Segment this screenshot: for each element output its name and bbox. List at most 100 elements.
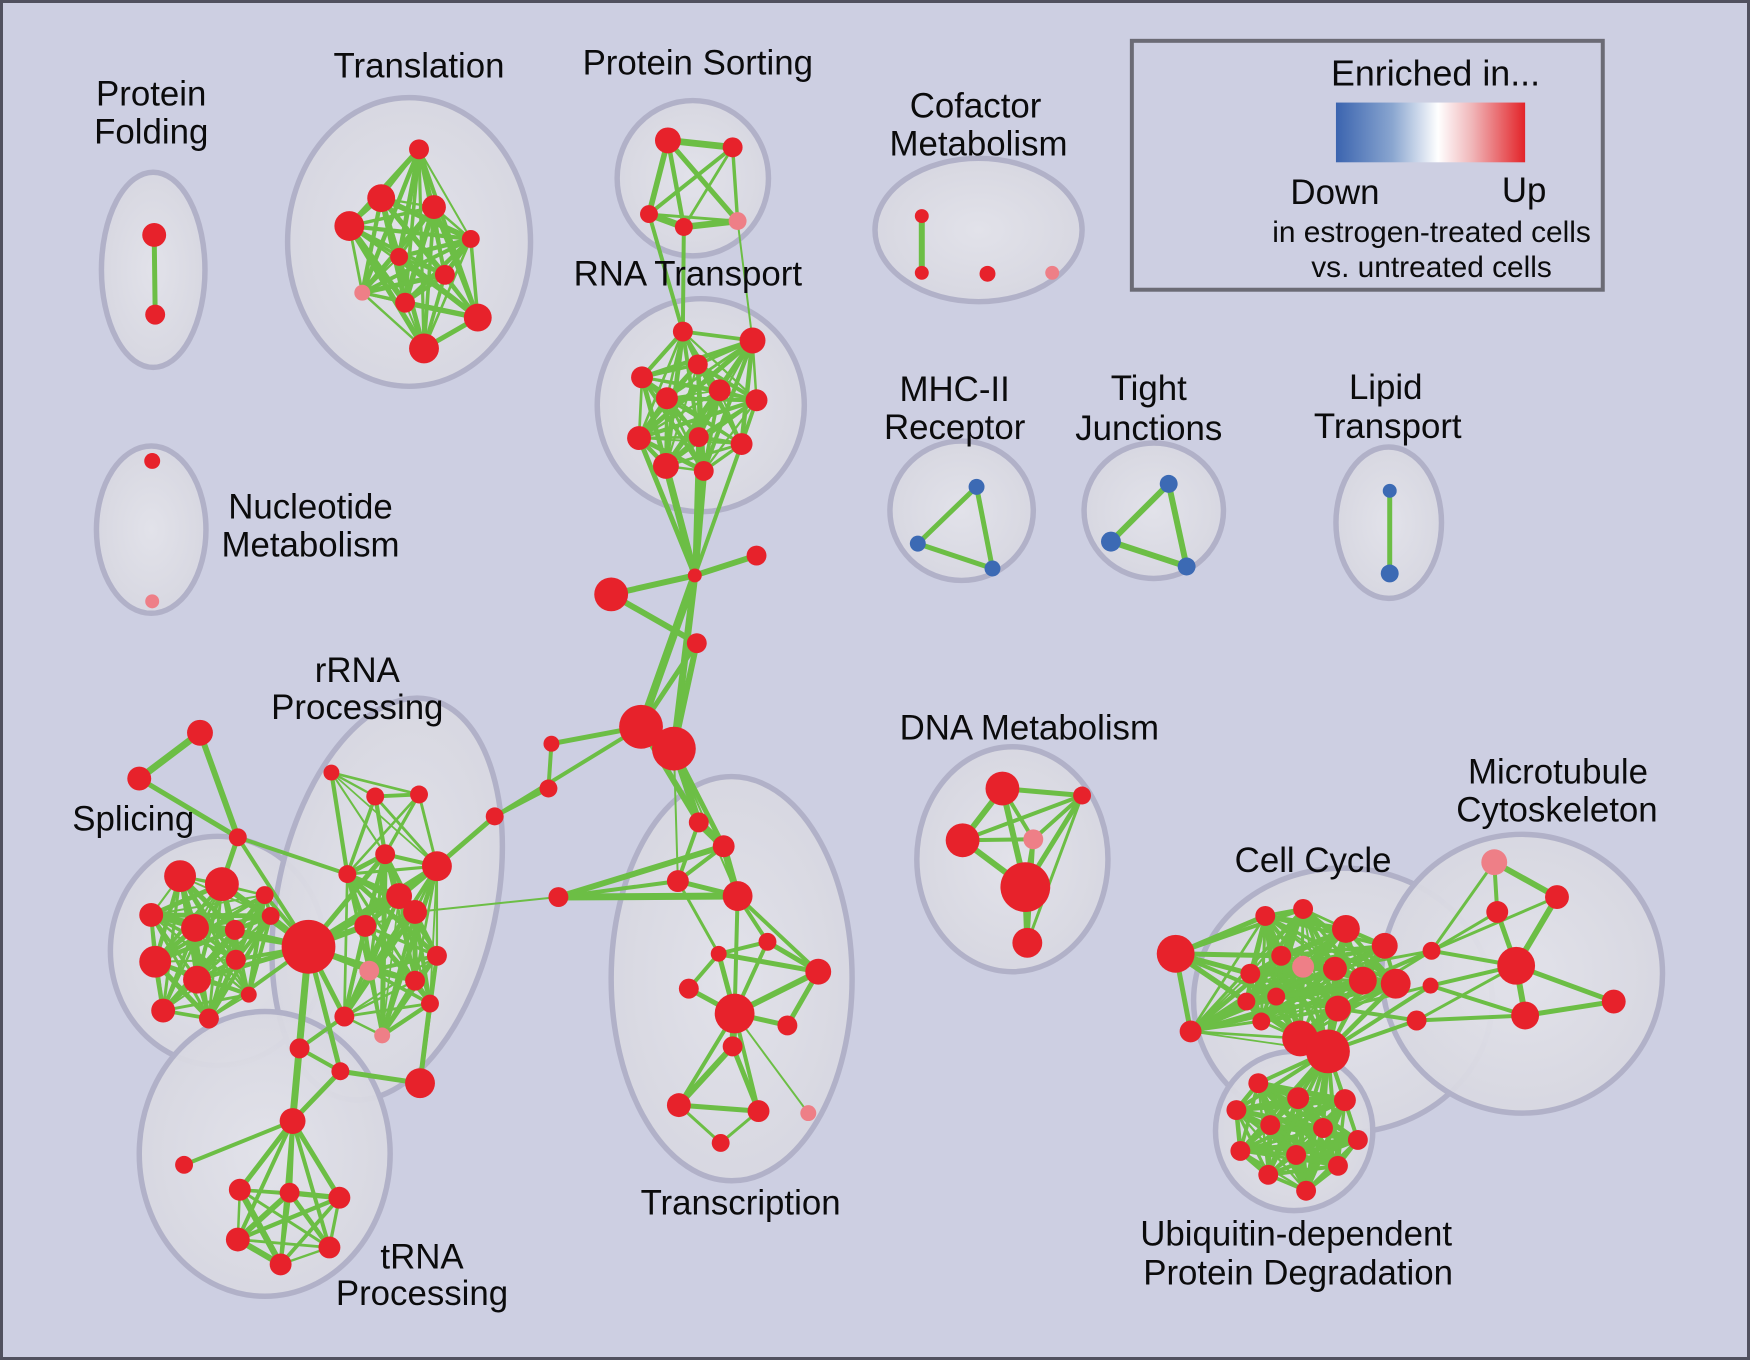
- node-tr8: [354, 284, 371, 301]
- node-k4: [279, 1182, 300, 1203]
- edge-m6-m7: [1428, 983, 1528, 1018]
- edge-r1-r9: [330, 771, 438, 868]
- edge-m7-m9: [1414, 1013, 1528, 1023]
- node-cf3: [979, 265, 996, 282]
- edge-r2-r5: [345, 794, 378, 876]
- edge-c9-c5: [492, 724, 644, 819]
- node-t10: [777, 1015, 798, 1036]
- node-u6: [1313, 1118, 1333, 1138]
- node-r13: [421, 994, 439, 1013]
- node-k7: [318, 1236, 341, 1259]
- node-u2: [1287, 1087, 1310, 1110]
- node-cc1: [1179, 1020, 1202, 1043]
- node-s10: [198, 1008, 219, 1029]
- legend: Enriched in... Down Up in estrogen-treated …: [1129, 38, 1605, 292]
- edge-t9-t14: [733, 1012, 810, 1115]
- edge-rt6-rt8: [637, 389, 721, 440]
- node-s6: [139, 945, 172, 978]
- edge-rt7-rt8: [636, 398, 759, 441]
- node-s7: [183, 965, 211, 994]
- edge-tj1-tj2: [1107, 480, 1172, 545]
- node-cc13: [1325, 995, 1351, 1022]
- node-c6: [651, 726, 696, 771]
- node-m6: [1422, 977, 1439, 994]
- node-m3: [1486, 901, 1509, 923]
- cluster-label-transcription-line0: Transcription: [641, 1184, 841, 1223]
- edge-r3-r5: [346, 793, 421, 876]
- edge-m4-m3: [1430, 910, 1499, 953]
- node-st3: [228, 828, 247, 847]
- node-t15: [711, 1133, 730, 1152]
- nodes: [127, 127, 1626, 1276]
- cluster-label-tight-junctions-line1: Junctions: [1075, 409, 1222, 448]
- node-k3: [228, 1178, 251, 1201]
- cluster-label-dna-metabolism-line0: DNA Metabolism: [900, 709, 1159, 748]
- node-rt7: [745, 389, 768, 412]
- node-rt5: [655, 387, 678, 410]
- node-t5: [710, 945, 727, 962]
- node-t9: [714, 993, 755, 1034]
- edge-cc1-cc14: [1189, 1030, 1302, 1040]
- node-mh3: [984, 560, 1001, 577]
- edge-r13-r15: [380, 1001, 433, 1038]
- edge-cc7-cc16: [1259, 954, 1283, 1024]
- node-mh1: [968, 478, 985, 495]
- edge-c6-t3: [672, 747, 679, 883]
- node-cc6: [1240, 963, 1261, 984]
- legend-gradient-bar: [1335, 102, 1526, 163]
- node-rt6: [708, 379, 731, 402]
- node-c2: [746, 545, 767, 566]
- node-u11: [1258, 1164, 1279, 1185]
- node-nm1: [144, 453, 161, 469]
- edge-r7-r14: [363, 924, 439, 958]
- edge-st2-st3: [136, 776, 241, 840]
- edge-rt10-rt11: [664, 442, 744, 468]
- legend-title: Enriched in...: [1331, 54, 1540, 94]
- node-t8: [678, 978, 699, 999]
- node-rt10: [730, 433, 753, 455]
- edge-c1-c2: [691, 552, 760, 579]
- node-r5: [338, 865, 357, 884]
- node-tr6: [390, 247, 409, 266]
- edge-k1-k3: [237, 1118, 296, 1193]
- node-c3: [594, 577, 629, 612]
- edge-tr5-tr6: [396, 236, 473, 260]
- node-t2: [712, 835, 735, 858]
- node-s12: [261, 906, 280, 925]
- cluster-label-protein-sorting-line0: Protein Sorting: [583, 44, 813, 83]
- node-tj1: [1159, 474, 1178, 493]
- node-lt1: [1382, 483, 1397, 498]
- node-t6: [758, 932, 777, 951]
- node-m4: [1422, 941, 1441, 960]
- edge-r11-r13: [342, 1002, 432, 1018]
- edge-t11-t12: [675, 1043, 736, 1109]
- edge-tr3-tr9: [402, 204, 437, 306]
- edge-u10-u11: [1266, 1163, 1340, 1177]
- node-cc12: [1267, 987, 1286, 1006]
- edge-r3-r4: [383, 792, 421, 856]
- edge-ps5-rt2: [736, 220, 754, 342]
- edge-r11-r12: [343, 979, 417, 1018]
- edge-cc0-cc14: [1173, 951, 1303, 1041]
- node-m2: [1545, 885, 1569, 909]
- edge-ps2-ps4: [682, 145, 735, 229]
- cluster-label-cofactor-metabolism-line1: Metabolism: [890, 124, 1068, 163]
- node-tr5: [461, 229, 480, 248]
- node-u12: [1296, 1180, 1317, 1201]
- node-t1: [688, 812, 709, 833]
- edge-s9-s13: [161, 893, 266, 1012]
- edge-r10-r15: [367, 969, 384, 1038]
- node-d6: [1012, 927, 1043, 958]
- edge-d2-d4: [1031, 793, 1085, 842]
- edge-cc1-cc2: [1189, 914, 1267, 1033]
- edge-tj1-tj3: [1165, 480, 1190, 570]
- edge-k3-k8: [236, 1186, 284, 1268]
- edge-r5-r9: [345, 864, 439, 876]
- edge-rt2-rt8: [636, 338, 756, 441]
- node-m8: [1601, 989, 1626, 1014]
- node-cc16: [1252, 1012, 1271, 1031]
- edge-cc8-cc11: [1245, 965, 1305, 1003]
- edge-ps2-ps5: [730, 145, 740, 223]
- edge-r2-r9: [373, 795, 439, 868]
